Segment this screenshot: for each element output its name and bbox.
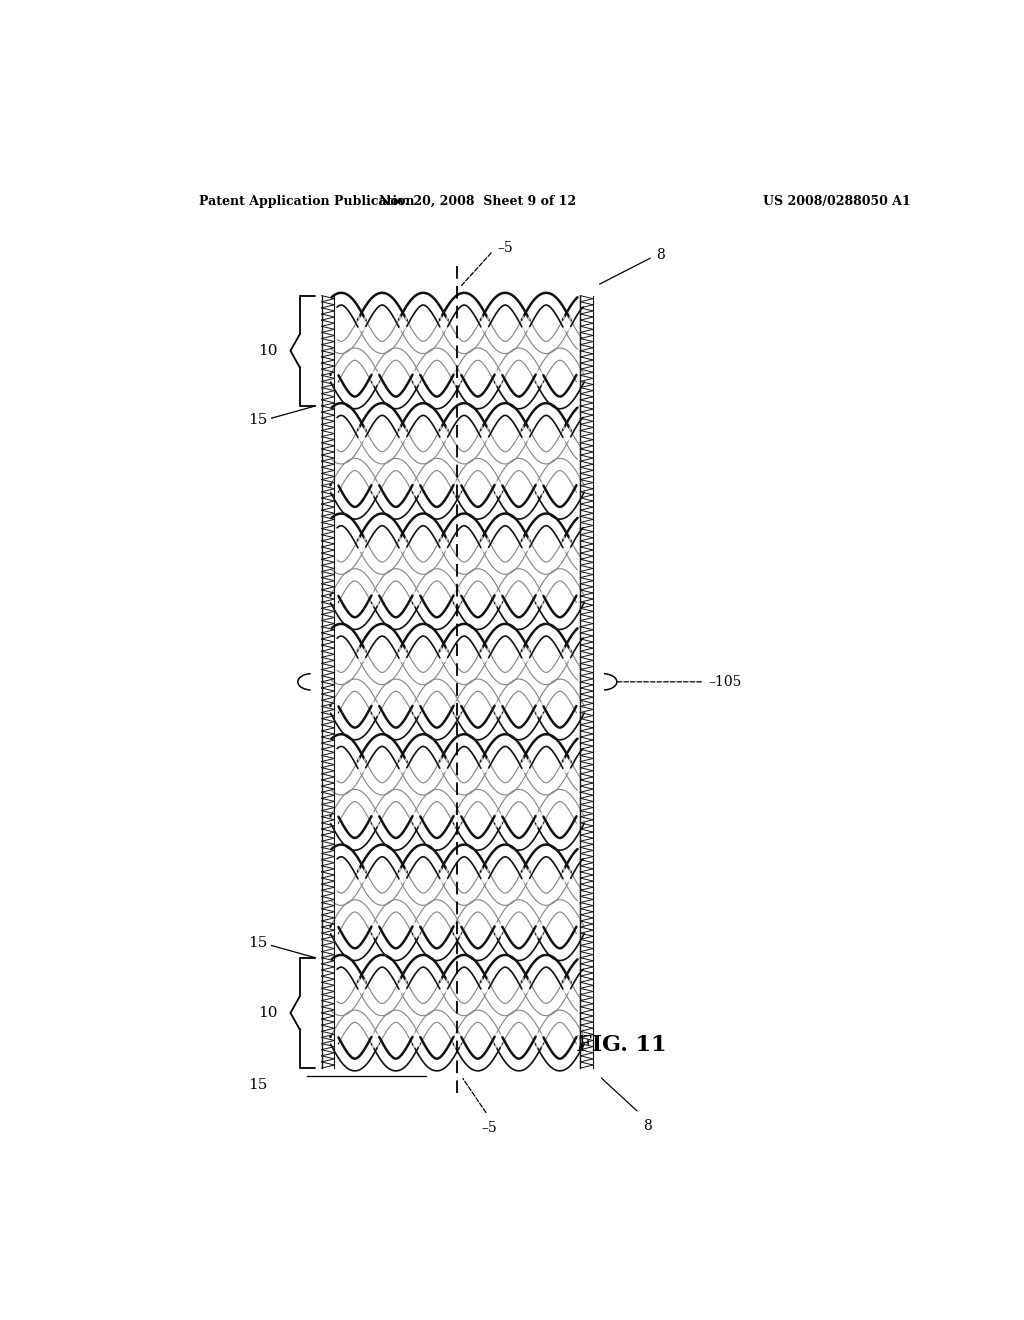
- Text: FIG. 11: FIG. 11: [577, 1034, 667, 1056]
- Text: 15: 15: [248, 413, 267, 428]
- Text: 10: 10: [258, 343, 278, 358]
- Text: 15: 15: [248, 936, 267, 950]
- Text: –105: –105: [709, 675, 741, 689]
- Text: –5: –5: [481, 1121, 497, 1135]
- Text: 8: 8: [643, 1119, 652, 1133]
- Text: 10: 10: [258, 1006, 278, 1020]
- Text: –5: –5: [497, 240, 513, 255]
- Text: 15: 15: [248, 1078, 267, 1092]
- Text: Nov. 20, 2008  Sheet 9 of 12: Nov. 20, 2008 Sheet 9 of 12: [379, 195, 575, 209]
- Text: 8: 8: [656, 248, 666, 261]
- Text: US 2008/0288050 A1: US 2008/0288050 A1: [763, 195, 910, 209]
- Text: Patent Application Publication: Patent Application Publication: [200, 195, 415, 209]
